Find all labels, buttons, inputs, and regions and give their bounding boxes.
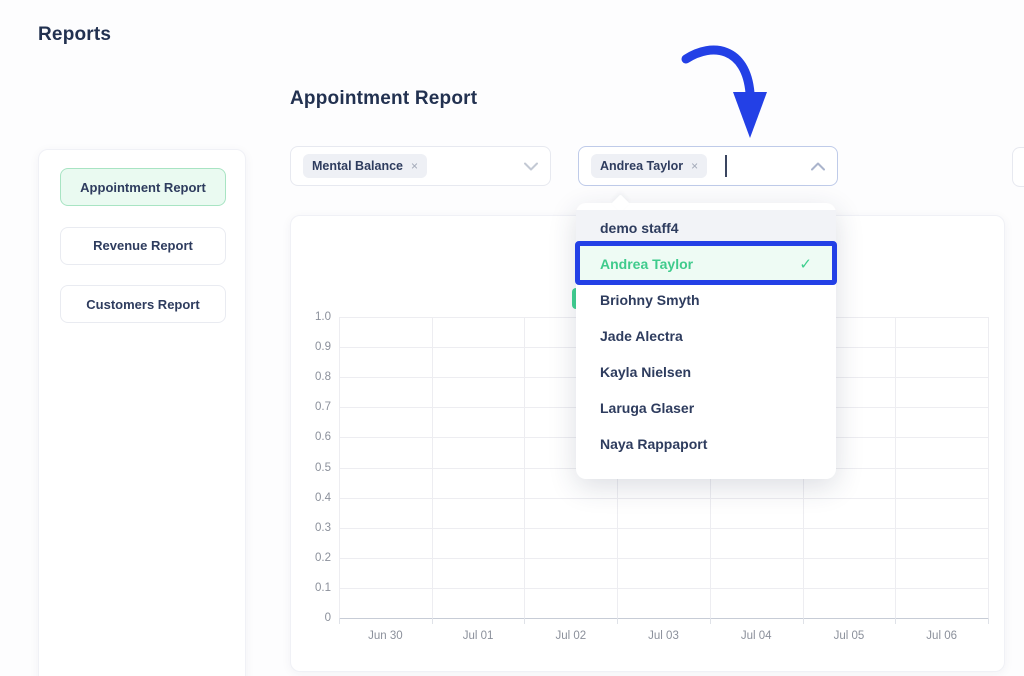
service-select[interactable]: Mental Balance × — [290, 146, 551, 186]
gridline-v — [988, 317, 989, 618]
dropdown-option-label: Laruga Glaser — [600, 400, 695, 416]
service-tag-label: Mental Balance — [312, 159, 404, 173]
x-axis-tick — [339, 618, 340, 624]
gridline-h — [339, 527, 988, 529]
service-tag[interactable]: Mental Balance × — [303, 154, 428, 178]
page-title: Reports — [38, 24, 112, 45]
gridline-v — [895, 317, 897, 618]
x-axis-tick — [895, 618, 897, 624]
dropdown-option-label: Jade Alectra — [600, 328, 683, 344]
gridline-h — [339, 587, 988, 589]
report-heading: Appointment Report — [290, 88, 478, 109]
chevron-up-icon[interactable] — [811, 162, 825, 171]
y-axis-tick-label: 0.2 — [315, 551, 331, 564]
y-axis-tick-label: 0.9 — [315, 341, 331, 354]
x-axis-tick-label: Jul 03 — [648, 630, 679, 642]
dropdown-option-label: Briohny Smyth — [600, 292, 700, 308]
x-axis-tick-label: Jul 04 — [740, 630, 772, 642]
x-axis-tick — [709, 618, 711, 624]
dropdown-option-label: Andrea Taylor — [600, 256, 694, 272]
y-axis-tick-label: 0.1 — [315, 581, 331, 594]
x-axis-tick-label: Jul 02 — [555, 630, 587, 642]
x-axis-tick — [988, 618, 989, 624]
staff-select[interactable]: Andrea Taylor × — [578, 146, 838, 186]
x-axis-tick-label: Jun 30 — [368, 630, 403, 642]
y-axis-tick-label: 0 — [324, 612, 331, 624]
dropdown-option-briohny-smyth[interactable]: Briohny Smyth — [576, 282, 836, 318]
annotation-arrow-icon — [681, 45, 767, 138]
dropdown-option-label: demo staff4 — [600, 220, 679, 236]
gridline-v — [524, 317, 526, 618]
sidebar-item-appointment-report[interactable]: Appointment Report — [60, 168, 226, 206]
x-axis-tick — [617, 618, 619, 624]
x-axis-tick-label: Jul 01 — [462, 630, 494, 642]
dropdown-option-kayla-nielsen[interactable]: Kayla Nielsen — [576, 354, 836, 390]
gridline-h — [339, 618, 988, 619]
sidebar-item-customers-report[interactable]: Customers Report — [60, 285, 226, 323]
x-axis-tick — [524, 618, 526, 624]
text-cursor — [725, 155, 727, 177]
remove-tag-icon[interactable]: × — [691, 159, 699, 173]
dropdown-option-jade-alectra[interactable]: Jade Alectra — [576, 318, 836, 354]
dropdown-option-label: Kayla Nielsen — [600, 364, 692, 380]
gridline-h — [339, 497, 988, 499]
dropdown-option-andrea-taylor[interactable]: Andrea Taylor ✓ — [576, 246, 836, 282]
dropdown-option-demo-staff4[interactable]: demo staff4 — [576, 210, 836, 246]
staff-tag-label: Andrea Taylor — [600, 159, 684, 173]
y-axis-tick-label: 0.3 — [315, 521, 331, 534]
check-icon: ✓ — [799, 256, 812, 273]
gridline-v — [339, 317, 340, 618]
chevron-down-icon[interactable] — [524, 162, 538, 171]
gridline-v — [431, 317, 433, 618]
dropdown-option-laruga-glaser[interactable]: Laruga Glaser — [576, 390, 836, 426]
y-axis-tick-label: 0.5 — [315, 461, 331, 474]
x-axis-tick — [802, 618, 804, 624]
y-axis-tick-label: 0.8 — [315, 371, 331, 384]
x-axis-tick-label: Jul 06 — [926, 630, 957, 642]
dropdown-option-label: Naya Rappaport — [600, 436, 708, 452]
x-axis-tick-label: Jul 05 — [833, 630, 865, 642]
gridline-h — [339, 557, 988, 559]
y-axis-tick-label: 0.6 — [315, 431, 331, 444]
sidebar-item-revenue-report[interactable]: Revenue Report — [60, 226, 226, 265]
y-axis-tick-label: 1.0 — [315, 311, 331, 323]
reports-sidebar: Appointment Report Revenue Report Customer… — [38, 149, 246, 676]
date-range-select-partial[interactable] — [1012, 147, 1024, 187]
y-axis-tick-label: 0.4 — [315, 491, 331, 504]
staff-tag[interactable]: Andrea Taylor × — [591, 154, 708, 178]
staff-dropdown-panel: demo staff4 Andrea Taylor ✓ Briohny Smyth Ja… — [575, 194, 837, 479]
x-axis-tick — [431, 618, 433, 624]
y-axis-tick-label: 0.7 — [315, 401, 331, 414]
remove-tag-icon[interactable]: × — [411, 159, 419, 173]
dropdown-option-naya-rappaport[interactable]: Naya Rappaport — [576, 426, 836, 462]
